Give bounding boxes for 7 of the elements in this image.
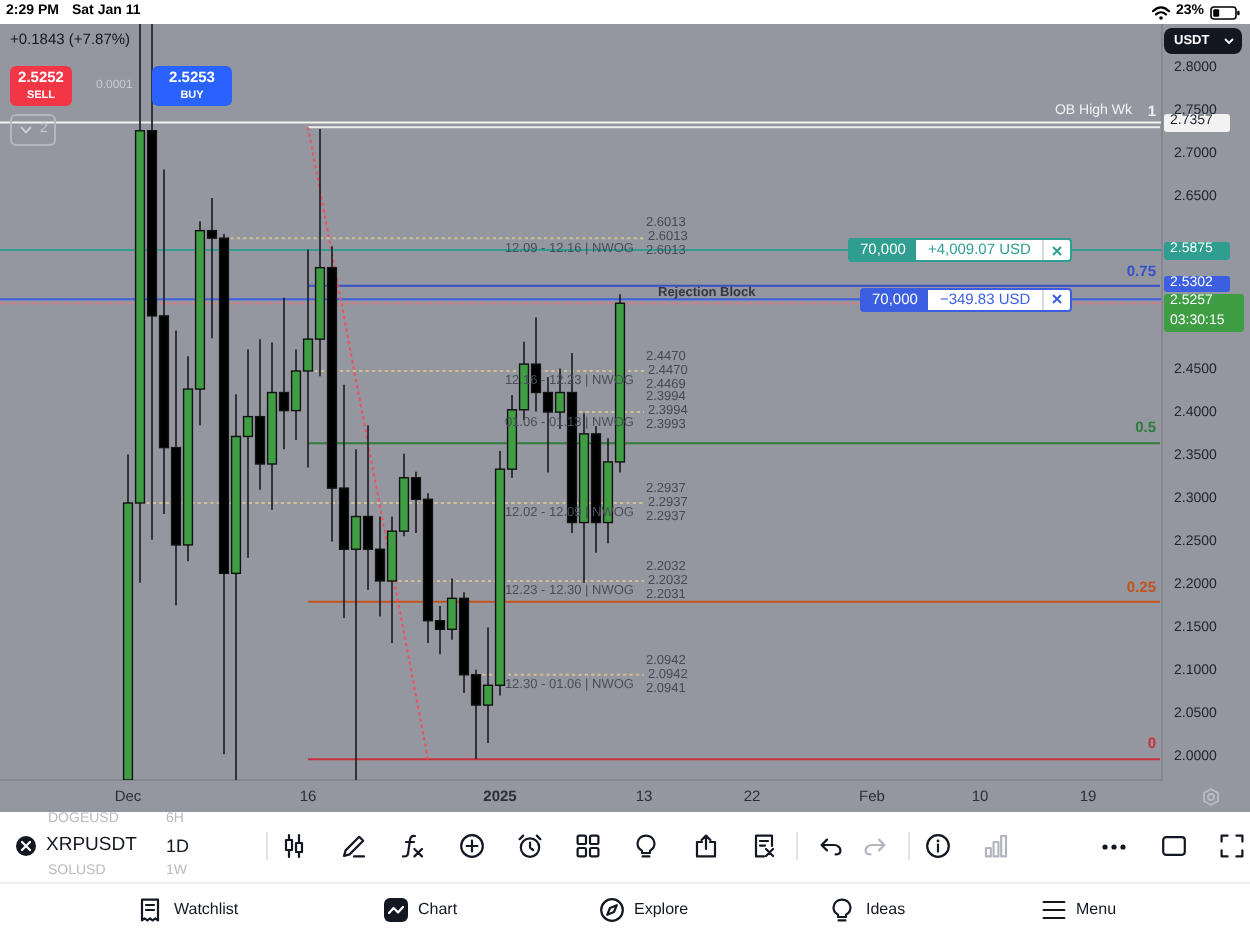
text: Watchlist — [174, 900, 239, 920]
text: 1D — [166, 835, 190, 857]
text: XRPUSDT — [46, 833, 137, 857]
text: Menu — [1076, 900, 1117, 920]
text: Ideas — [866, 900, 906, 920]
text: Explore — [634, 900, 689, 920]
text: Chart — [418, 900, 458, 920]
